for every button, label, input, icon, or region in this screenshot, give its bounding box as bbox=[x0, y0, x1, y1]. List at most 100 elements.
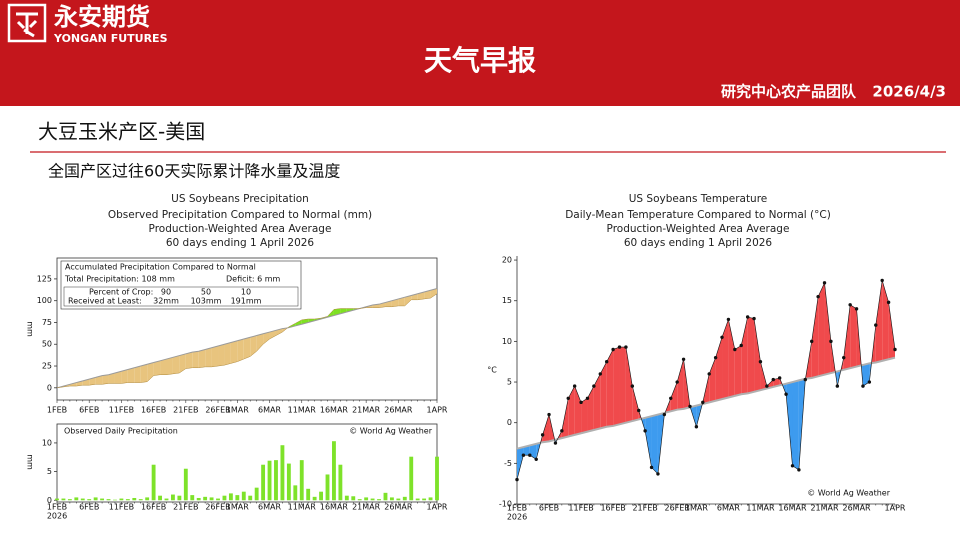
bar bbox=[132, 498, 136, 500]
chart-title: US Soybeans Temperature bbox=[629, 193, 768, 205]
x-tick-label: 6FEB bbox=[79, 406, 99, 415]
x-tick-label: 21FEB bbox=[173, 406, 198, 415]
bar bbox=[280, 445, 284, 500]
point bbox=[637, 409, 640, 412]
section-title: 大豆玉米产区-美国 bbox=[38, 120, 205, 144]
team: 研究中心农产品团队 bbox=[721, 83, 857, 101]
x-tick-label: 6MAR bbox=[717, 504, 740, 513]
point bbox=[663, 413, 666, 416]
x-tick-label: 1FEB bbox=[47, 503, 67, 512]
x-tick-label: 21MAR bbox=[352, 503, 381, 512]
point bbox=[701, 401, 704, 404]
bar bbox=[229, 493, 233, 500]
x-tick-label: 16MAR bbox=[320, 406, 349, 415]
point bbox=[893, 348, 896, 351]
point bbox=[823, 281, 826, 284]
point bbox=[650, 466, 653, 469]
bar bbox=[261, 465, 265, 501]
diff-fill bbox=[141, 364, 147, 382]
point bbox=[599, 372, 602, 375]
y-tick-label: 5 bbox=[507, 378, 512, 387]
point bbox=[643, 429, 646, 432]
point bbox=[880, 279, 883, 282]
bar bbox=[274, 460, 278, 500]
x-tick-label: 6MAR bbox=[258, 406, 281, 415]
point bbox=[740, 344, 743, 347]
diff-fill bbox=[250, 336, 256, 357]
point bbox=[675, 380, 678, 383]
diff-fill bbox=[179, 354, 185, 373]
point bbox=[669, 397, 672, 400]
x-tick-label: 21FEB bbox=[173, 503, 198, 512]
x-tick-label: 16FEB bbox=[600, 504, 625, 513]
diff-fill bbox=[543, 415, 549, 443]
bar bbox=[429, 497, 433, 500]
bar bbox=[338, 465, 342, 501]
x-tick-label: 11FEB bbox=[568, 504, 593, 513]
diff-fill bbox=[741, 317, 747, 394]
x-tick-label: 6FEB bbox=[539, 504, 559, 513]
bar bbox=[210, 497, 214, 500]
point bbox=[816, 295, 819, 298]
diff-fill bbox=[102, 375, 108, 385]
point bbox=[836, 384, 839, 387]
diff-fill bbox=[748, 317, 754, 393]
point bbox=[855, 307, 858, 310]
diff-fill bbox=[568, 386, 574, 436]
plot-frame bbox=[57, 424, 437, 502]
diff-fill bbox=[735, 345, 741, 395]
x-tick-label: 1MAR bbox=[226, 503, 249, 512]
diff-fill bbox=[792, 380, 798, 469]
y-tick-label: 100 bbox=[37, 296, 52, 305]
bar bbox=[396, 499, 400, 501]
bar bbox=[326, 474, 330, 500]
point bbox=[618, 345, 621, 348]
diff-fill bbox=[199, 349, 205, 367]
diff-fill bbox=[812, 297, 818, 378]
bar bbox=[242, 492, 246, 501]
x-tick-label: 21MAR bbox=[352, 406, 381, 415]
y-axis-title: mm bbox=[26, 454, 35, 470]
bar bbox=[87, 499, 91, 500]
bar bbox=[384, 493, 388, 500]
bar bbox=[216, 499, 220, 501]
y-tick-label: 10 bbox=[42, 438, 52, 447]
x-tick-label: 11MAR bbox=[288, 406, 317, 415]
bar bbox=[422, 499, 426, 501]
diff-fill bbox=[224, 343, 230, 366]
logo-cn: 永安期货 bbox=[54, 3, 150, 31]
y-tick-label: -5 bbox=[504, 459, 512, 468]
point bbox=[797, 468, 800, 471]
bar bbox=[287, 464, 291, 501]
diff-fill bbox=[134, 366, 140, 383]
point bbox=[528, 454, 531, 457]
y-tick-label: 50 bbox=[42, 340, 52, 349]
point bbox=[887, 301, 890, 304]
point bbox=[829, 340, 832, 343]
x-tick-label: 21MAR bbox=[810, 504, 839, 513]
chart-subtitle: Production-Weighted Area Average bbox=[149, 223, 332, 235]
panel-title: Observed Daily Precipitation bbox=[64, 427, 178, 436]
bar bbox=[248, 496, 252, 501]
chart-subtitle: Observed Precipitation Compared to Norma… bbox=[108, 209, 372, 221]
bar bbox=[313, 497, 317, 500]
diff-fill bbox=[244, 337, 250, 359]
diff-fill bbox=[645, 416, 651, 467]
point bbox=[554, 441, 557, 444]
bar bbox=[158, 496, 162, 501]
x-tick-label: 1MAR bbox=[685, 504, 708, 513]
info-crop-label: Percent of Crop: bbox=[89, 288, 153, 297]
bar bbox=[68, 499, 72, 500]
info-crop: 50 bbox=[201, 288, 211, 297]
chart-subtitle: 60 days ending 1 April 2026 bbox=[624, 237, 773, 249]
diff-fill bbox=[205, 348, 211, 367]
bar bbox=[268, 461, 272, 501]
bar bbox=[55, 499, 59, 501]
diff-fill bbox=[722, 319, 728, 399]
point bbox=[611, 348, 614, 351]
section-subtitle: 全国产区过往60天实际累计降水量及温度 bbox=[48, 162, 340, 181]
bar bbox=[319, 492, 323, 501]
diff-fill bbox=[652, 415, 658, 474]
bar bbox=[152, 465, 156, 501]
x-tick-label: 11FEB bbox=[109, 406, 134, 415]
